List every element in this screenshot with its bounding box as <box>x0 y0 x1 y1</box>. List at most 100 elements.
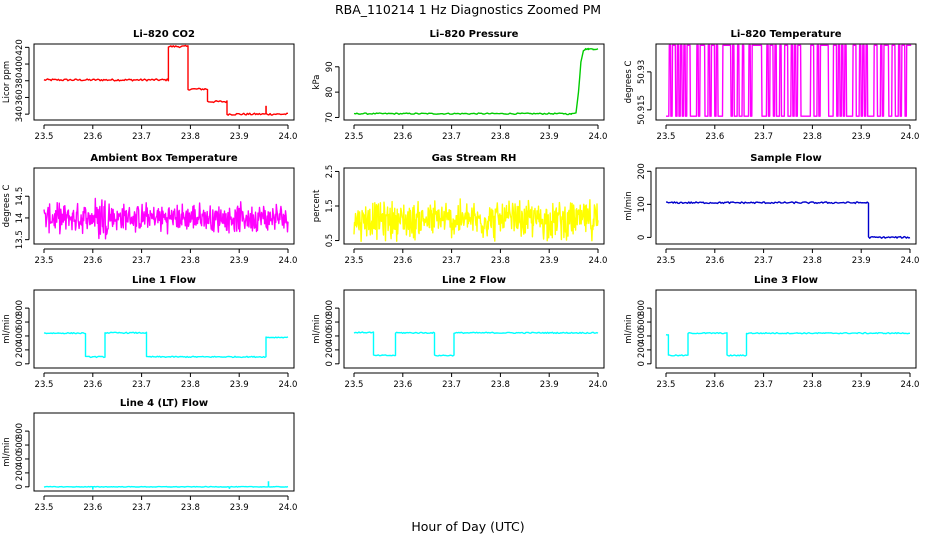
line1-x-tick-label: 23.5 <box>35 380 54 390</box>
panel-rh: Gas Stream RH percent 23.5 23.6 23.7 23.8 23.9… <box>312 153 607 266</box>
co2-x-tick-label: 23.5 <box>35 132 54 142</box>
panel-grid: Li–820 CO2 Licor ppm 23.5 23.6 23.7 23.8 23.9 2… <box>2 29 919 513</box>
panel-line2: Line 2 Flow ml/min 23.5 23.6 23.7 23.8 23.9 24.… <box>312 275 607 390</box>
line4-title: Line 4 (LT) Flow <box>120 398 208 409</box>
rh-y-tick-label: 2.5 <box>325 165 335 179</box>
line2-series-line <box>353 331 599 357</box>
licor_temp-plot-frame <box>655 43 917 121</box>
co2-y-tick-label: 360 <box>15 89 25 105</box>
co2-x-tick-label: 24.0 <box>279 132 298 142</box>
co2-y-tick-label: 420 <box>15 39 25 55</box>
line2-x-tick-label: 23.9 <box>540 380 559 390</box>
line1-x-tick-label: 24.0 <box>279 380 298 390</box>
line4-x-tick-label: 23.8 <box>181 503 200 513</box>
line4-plot-frame <box>33 412 295 492</box>
sample_flow-x-tick-label: 23.5 <box>657 256 676 266</box>
line3-plot-frame <box>655 289 917 369</box>
sample_flow-y-tick-label: 0 <box>637 235 647 240</box>
co2-x-tick-label: 23.8 <box>181 132 200 142</box>
sample_flow-y-axis-label: ml/min <box>624 191 634 221</box>
pressure-y-axis-label: kPa <box>312 75 322 90</box>
line2-y-tick-label: 600 <box>325 314 335 330</box>
rh-y-tick-label: 1.5 <box>325 199 335 213</box>
line2-y-tick-label: 0 <box>325 361 335 366</box>
rh-x-tick-label: 24.0 <box>589 256 608 266</box>
co2-title: Li–820 CO2 <box>133 29 195 40</box>
co2-y-tick-label: 400 <box>15 56 25 72</box>
box_temp-plot-frame <box>33 167 295 245</box>
line3-x-tick-label: 23.7 <box>754 380 773 390</box>
licor_temp-series-line <box>666 44 912 117</box>
line2-x-tick-label: 23.6 <box>393 380 412 390</box>
line4-y-tick-label: 0 <box>15 484 25 489</box>
line2-title: Line 2 Flow <box>442 275 506 286</box>
line3-y-tick-label: 600 <box>637 314 647 330</box>
pressure-y-tick-label: 90 <box>325 61 335 72</box>
co2-x-tick-label: 23.7 <box>132 132 151 142</box>
sample_flow-x-tick-label: 23.6 <box>705 256 724 266</box>
panel-line3: Line 3 Flow ml/min 23.5 23.6 23.7 23.8 23.9 24.… <box>624 275 919 390</box>
sample_flow-x-tick-label: 23.7 <box>754 256 773 266</box>
line4-y-axis-label: ml/min <box>2 437 12 467</box>
licor_temp-x-tick-label: 24.0 <box>901 132 920 142</box>
line1-series-line <box>43 331 289 359</box>
box_temp-y-axis-label: degrees C <box>2 185 12 228</box>
box_temp-x-tick-label: 23.8 <box>181 256 200 266</box>
co2-y-tick-label: 340 <box>15 106 25 122</box>
pressure-y-tick-label: 80 <box>325 87 335 98</box>
rh-x-tick-label: 23.5 <box>345 256 364 266</box>
co2-x-tick-label: 23.6 <box>83 132 102 142</box>
rh-plot-frame <box>343 167 605 245</box>
panel-co2: Li–820 CO2 Licor ppm 23.5 23.6 23.7 23.8 23.9 2… <box>2 29 297 142</box>
line1-x-tick-label: 23.6 <box>83 380 102 390</box>
line1-plot-frame <box>33 289 295 369</box>
pressure-x-tick-label: 23.8 <box>491 132 510 142</box>
sample_flow-x-tick-label: 23.9 <box>852 256 871 266</box>
line1-title: Line 1 Flow <box>132 275 196 286</box>
line2-x-tick-label: 23.7 <box>442 380 461 390</box>
licor_temp-x-tick-label: 23.5 <box>657 132 676 142</box>
line3-y-tick-label: 400 <box>637 328 647 344</box>
rh-x-tick-label: 23.9 <box>540 256 559 266</box>
line3-x-tick-label: 23.8 <box>803 380 822 390</box>
line4-y-tick-label: 800 <box>15 423 25 439</box>
figure-title: RBA_110214 1 Hz Diagnostics Zoomed PM <box>335 2 601 17</box>
licor_temp-x-tick-label: 23.6 <box>705 132 724 142</box>
box_temp-title: Ambient Box Temperature <box>90 153 237 164</box>
sample_flow-x-tick-label: 24.0 <box>901 256 920 266</box>
line3-y-tick-label: 0 <box>637 361 647 366</box>
rh-x-tick-label: 23.6 <box>393 256 412 266</box>
line4-x-tick-label: 23.5 <box>35 503 54 513</box>
licor_temp-y-tick-label: 50.93 <box>637 60 647 84</box>
box_temp-x-tick-label: 24.0 <box>279 256 298 266</box>
sample_flow-x-tick-label: 23.8 <box>803 256 822 266</box>
line3-x-tick-label: 23.9 <box>852 380 871 390</box>
licor_temp-x-tick-label: 23.8 <box>803 132 822 142</box>
line3-y-tick-label: 200 <box>637 342 647 358</box>
panel-line4: Line 4 (LT) Flow ml/min 23.5 23.6 23.7 23.8 23… <box>2 398 297 513</box>
pressure-series-line <box>353 47 599 116</box>
panel-licor_temp: Li–820 Temperature degrees C 23.5 23.6 23.7 2… <box>624 29 919 142</box>
line3-series-line <box>665 331 910 357</box>
rh-y-axis-label: percent <box>312 189 322 222</box>
line2-plot-frame <box>343 289 605 369</box>
box_temp-series-line <box>43 197 289 240</box>
licor_temp-x-tick-label: 23.7 <box>754 132 773 142</box>
licor_temp-y-tick-label: 50.915 <box>637 95 647 125</box>
licor_temp-y-axis-label: degrees C <box>624 61 634 104</box>
line3-x-tick-label: 23.6 <box>705 380 724 390</box>
panel-box_temp: Ambient Box Temperature degrees C 23.5 23.6… <box>2 153 297 266</box>
line1-x-tick-label: 23.9 <box>230 380 249 390</box>
co2-y-tick-label: 380 <box>15 73 25 89</box>
pressure-x-tick-label: 24.0 <box>589 132 608 142</box>
box_temp-x-tick-label: 23.7 <box>132 256 151 266</box>
rh-x-tick-label: 23.7 <box>442 256 461 266</box>
line3-y-tick-label: 800 <box>637 300 647 316</box>
panel-pressure: Li–820 Pressure kPa 23.5 23.6 23.7 23.8 23.9 24… <box>312 29 607 142</box>
line1-y-tick-label: 200 <box>15 342 25 358</box>
line4-y-tick-label: 200 <box>15 465 25 481</box>
box_temp-y-tick-label: 14 <box>15 213 25 224</box>
licor_temp-x-tick-label: 23.9 <box>852 132 871 142</box>
pressure-x-tick-label: 23.6 <box>393 132 412 142</box>
